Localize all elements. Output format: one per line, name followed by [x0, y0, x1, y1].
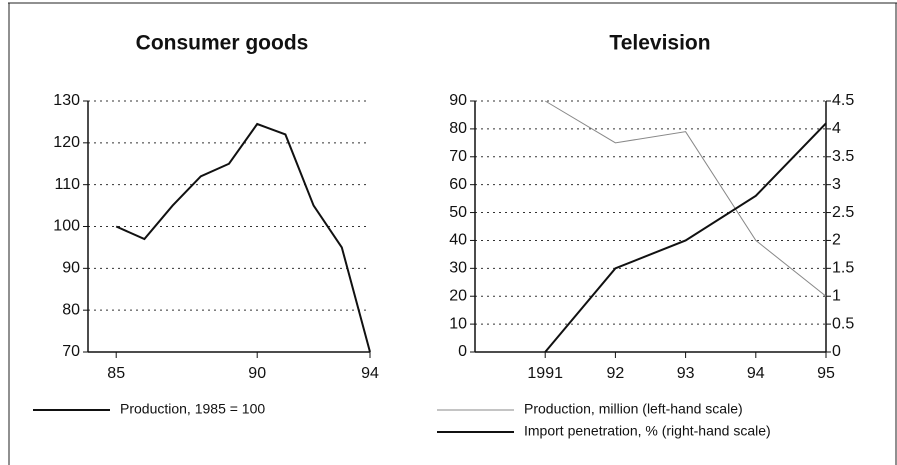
x-tick-label: 94 [361, 365, 379, 382]
y2-tick-label: 1 [832, 287, 841, 304]
series-line [544, 100, 827, 297]
y-tick-label: 70 [449, 148, 467, 165]
y-tick-label: 50 [449, 204, 467, 221]
x-tick-label: 1991 [527, 365, 563, 382]
x-tick-label: 90 [248, 365, 266, 382]
series-line [115, 122, 371, 353]
y-tick-label: 80 [62, 301, 80, 318]
y-tick-label: 10 [449, 315, 467, 332]
y2-tick-label: 2 [832, 232, 841, 249]
chart-title: Television [609, 32, 710, 55]
chart-title: Consumer goods [136, 32, 309, 55]
y-tick-label: 90 [62, 260, 80, 277]
y-tick-label: 60 [449, 176, 467, 193]
y-tick-label: 100 [53, 218, 80, 235]
y-tick-label: 130 [53, 92, 80, 109]
y2-tick-label: 0 [832, 343, 841, 360]
y-tick-label: 0 [458, 343, 467, 360]
x-tick-label: 85 [107, 365, 125, 382]
y2-tick-label: 3 [832, 176, 841, 193]
y-tick-label: 80 [449, 120, 467, 137]
series-line [544, 122, 827, 353]
y-tick-label: 30 [449, 260, 467, 277]
x-tick-label: 94 [747, 365, 765, 382]
x-tick-label: 95 [817, 365, 835, 382]
legend-label: Production, million (left-hand scale) [524, 401, 743, 417]
legend-label: Production, 1985 = 100 [120, 401, 265, 417]
y2-tick-label: 4 [832, 120, 841, 137]
x-tick-label: 93 [677, 365, 695, 382]
y-tick-label: 120 [53, 134, 80, 151]
y-tick-label: 40 [449, 232, 467, 249]
y-tick-label: 70 [62, 343, 80, 360]
y-tick-label: 110 [54, 176, 80, 193]
legend-label: Import penetration, % (right-hand scale) [524, 423, 771, 439]
x-tick-label: 92 [607, 365, 625, 382]
y2-tick-label: 2.5 [832, 204, 854, 221]
y2-tick-label: 0.5 [832, 315, 854, 332]
y-tick-label: 20 [449, 287, 467, 304]
y2-tick-label: 1.5 [832, 260, 854, 277]
y2-tick-label: 3.5 [832, 148, 854, 165]
y-tick-label: 90 [449, 92, 467, 109]
y2-tick-label: 4.5 [832, 92, 854, 109]
